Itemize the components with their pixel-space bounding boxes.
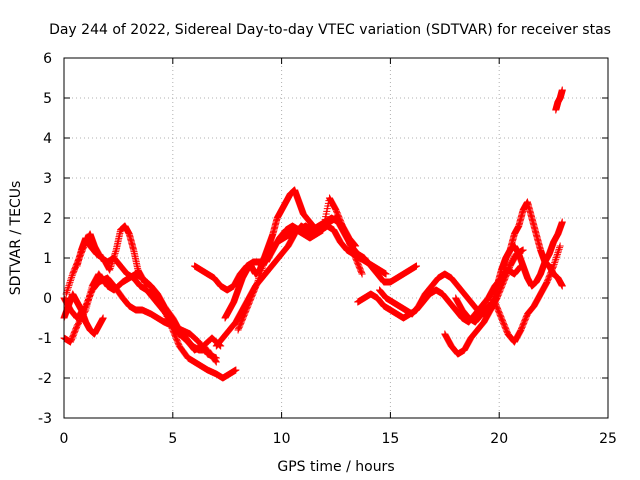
y-tick-label: 0: [43, 291, 52, 307]
data-point: [558, 86, 566, 94]
data-point: [256, 271, 264, 279]
data-point: [555, 245, 563, 253]
data-point: [256, 270, 264, 278]
data-point: [64, 285, 72, 293]
data-point: [556, 242, 564, 250]
data-point: [550, 262, 558, 270]
data-point: [254, 276, 262, 284]
data-point: [549, 263, 557, 271]
x-tick-label: 20: [490, 431, 508, 447]
data-point: [65, 280, 73, 288]
data-point: [259, 261, 267, 269]
data-point: [65, 282, 73, 290]
y-tick-label: 2: [43, 211, 52, 227]
plot-frame: [63, 57, 609, 419]
data-point: [358, 270, 366, 278]
data-point: [358, 269, 366, 277]
series-trace-7: [221, 186, 360, 322]
data-point: [68, 272, 76, 280]
series-trace-5: [60, 290, 107, 338]
series-trace-14: [452, 242, 564, 346]
data-point: [553, 252, 561, 260]
data-point: [63, 287, 71, 295]
data-point: [556, 244, 564, 252]
data-point: [257, 266, 265, 274]
data-point: [68, 273, 76, 281]
data-point: [106, 264, 114, 272]
x-axis-label: GPS time / hours: [277, 459, 394, 475]
data-point: [553, 250, 561, 258]
data-point: [254, 278, 262, 286]
data-point: [551, 259, 559, 267]
data-point: [111, 249, 119, 257]
data-point: [107, 263, 115, 271]
data-point: [554, 249, 562, 257]
data-point: [558, 218, 566, 226]
data-point: [67, 277, 75, 285]
data-point: [255, 275, 263, 283]
series-trace-8: [212, 222, 390, 350]
data-point: [550, 260, 558, 268]
data-point: [99, 314, 107, 322]
data-point: [112, 248, 120, 256]
x-tick-label: 10: [273, 431, 291, 447]
x-tick-label: 25: [599, 431, 617, 447]
x-tick-label: 0: [60, 431, 69, 447]
data-point: [255, 273, 263, 281]
data-point: [519, 246, 527, 254]
data-point: [64, 283, 72, 291]
data-point: [66, 278, 74, 286]
data-point: [551, 257, 559, 265]
y-tick-label: 1: [43, 251, 52, 267]
data-point: [257, 268, 265, 276]
x-tick-label: 5: [168, 431, 177, 447]
data-point: [554, 247, 562, 255]
data-point: [552, 255, 560, 263]
data-point: [258, 265, 266, 273]
data-point: [558, 282, 566, 290]
data-point: [67, 275, 75, 283]
y-tick-label: -2: [38, 371, 52, 387]
data-point: [212, 354, 220, 362]
data-point: [351, 241, 359, 249]
chart-title: Day 244 of 2022, Sidereal Day-to-day VTE…: [49, 22, 611, 38]
x-tick-label: 15: [381, 431, 399, 447]
y-tick-label: -1: [38, 331, 52, 347]
data-point: [552, 254, 560, 262]
y-tick-label: 5: [43, 91, 52, 107]
x-tick-labels: 0 5 10 15 20 25: [60, 431, 617, 447]
y-tick-label: 4: [43, 131, 52, 147]
y-tick-label: 3: [43, 171, 52, 187]
y-axis-label: SDTVAR / TECUs: [8, 181, 24, 296]
data-points: [60, 86, 566, 382]
data-point: [232, 366, 240, 374]
data-point: [259, 263, 267, 271]
y-tick-label: 6: [43, 51, 52, 67]
data-point: [253, 279, 261, 287]
data-point: [106, 266, 114, 274]
y-tick-labels: -3 -2 -1 0 1 2 3 4 5 6: [38, 51, 52, 427]
series-trace-9: [234, 194, 366, 334]
data-point: [413, 262, 421, 270]
series-trace-4: [62, 230, 220, 362]
data-point: [382, 270, 390, 278]
series-trace-15: [552, 86, 566, 114]
y-tick-label: -3: [38, 411, 52, 427]
